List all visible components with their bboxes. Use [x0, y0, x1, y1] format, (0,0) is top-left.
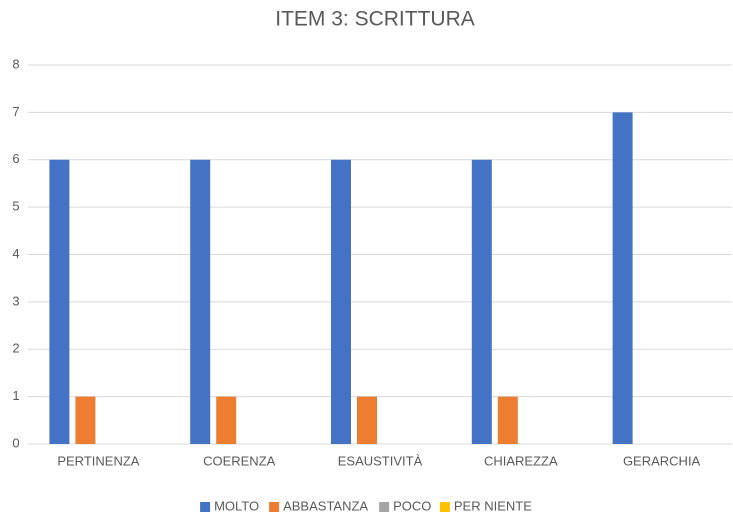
bar — [471, 159, 492, 444]
bar — [190, 159, 211, 444]
x-tick-label: CHIAREZZA — [484, 453, 558, 468]
legend-label: PER NIENTE — [454, 498, 532, 513]
bar — [49, 159, 70, 444]
y-tick-label: 4 — [12, 246, 19, 261]
x-tick-label: ESAUSTIVITÀ — [338, 453, 423, 468]
y-tick-label: 3 — [12, 293, 19, 308]
bar — [331, 159, 351, 444]
legend-swatch — [269, 502, 280, 512]
y-tick-label: 7 — [12, 104, 19, 119]
x-tick-label: COERENZA — [203, 453, 276, 468]
legend-label: MOLTO — [214, 498, 259, 513]
bar — [357, 396, 377, 444]
y-tick-label: 5 — [12, 199, 19, 214]
y-tick-label: 8 — [12, 56, 19, 71]
bar — [75, 396, 96, 444]
y-tick-label: 2 — [12, 341, 19, 356]
y-tick-label: 1 — [12, 388, 19, 403]
legend-swatch — [439, 502, 450, 512]
bar — [216, 396, 237, 444]
y-tick-label: 0 — [12, 435, 19, 450]
bar — [497, 396, 518, 444]
legend-label: ABBASTANZA — [283, 498, 368, 513]
legend-swatch — [379, 502, 390, 512]
x-tick-label: GERARCHIA — [623, 453, 701, 468]
bar — [612, 112, 633, 444]
x-tick-label: PERTINENZA — [57, 453, 139, 468]
legend-swatch — [200, 502, 211, 512]
chart-title: ITEM 3: SCRITTURA — [275, 8, 475, 31]
y-tick-label: 6 — [12, 151, 19, 166]
legend-label: POCO — [393, 498, 431, 513]
